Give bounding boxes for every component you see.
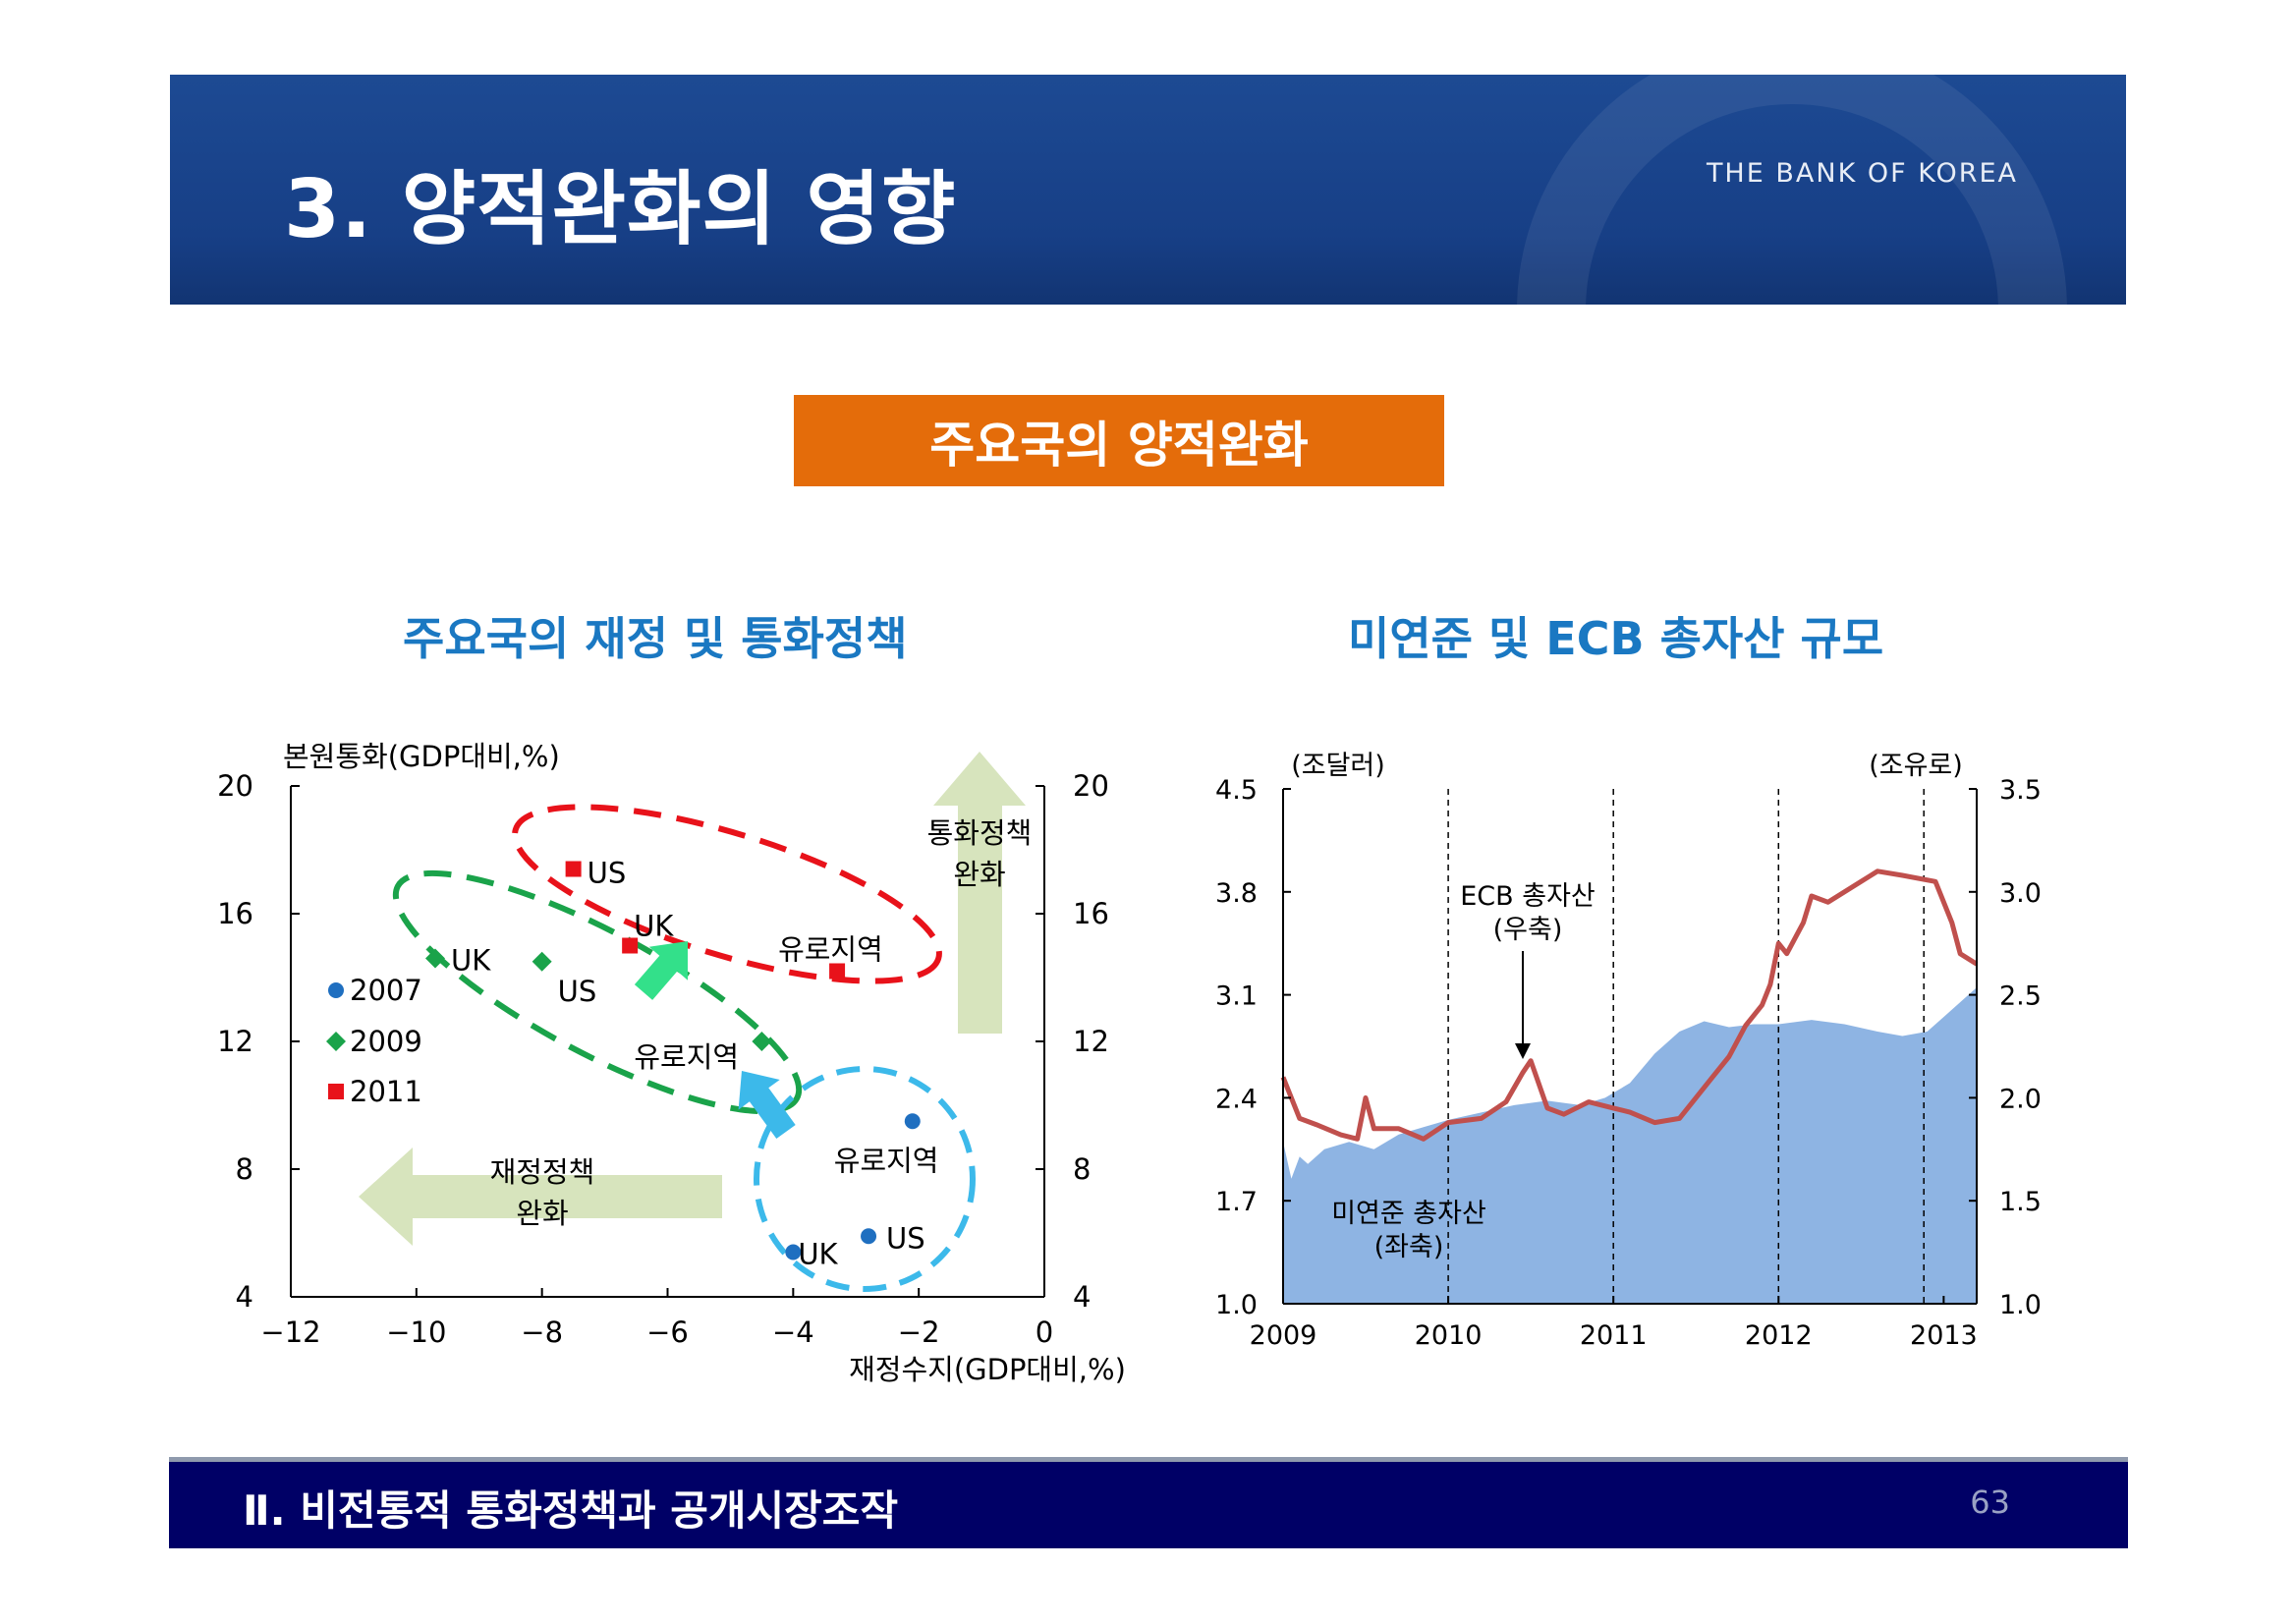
y-right-tick-label: 3.0 [1999, 878, 2042, 909]
fiscal-easing-arrow [359, 1148, 722, 1246]
y-left-tick-label: 1.7 [1215, 1187, 1258, 1217]
ecb-annotation-line2: (우축) [1493, 915, 1563, 945]
legend-marker-2007 [328, 982, 344, 998]
legend-label: 2007 [350, 974, 422, 1007]
y-right-tick-label: 2.0 [1999, 1084, 2042, 1114]
group-2009-ellipse [392, 869, 803, 1115]
ecb-total-assets-line [1280, 868, 1979, 1142]
y-left-unit-label: (조달러) [1291, 751, 1385, 781]
y-left-tick-label: 1.0 [1215, 1290, 1258, 1320]
point-2011 [829, 963, 846, 980]
left-chart: 4 4 8 8 12 12 16 16 20 20 −12 −10 −8 −6 −4 −2 0 본원통화(GDP대… [217, 740, 1126, 1386]
y-tick-label: 16 [217, 897, 253, 930]
ecb-annotation-arrow-head [1515, 1043, 1531, 1059]
monetary-easing-label-line2: 완화 [953, 858, 1005, 891]
y-right-tick-label: 3.5 [1999, 775, 2042, 806]
point-label: UK [798, 1238, 838, 1271]
y2-tick-label: 20 [1073, 769, 1109, 803]
y-left-tick-label: 2.4 [1215, 1084, 1258, 1114]
y-right-tick-label: 1.0 [1999, 1290, 2042, 1320]
point-label: US [886, 1221, 925, 1255]
y-left-tick-label: 4.5 [1215, 775, 1258, 806]
point-label: UK [634, 910, 674, 943]
y-left-tick-label: 3.1 [1215, 981, 1258, 1012]
legend-label: 2011 [350, 1075, 422, 1108]
x-tick-label: −2 [898, 1316, 940, 1349]
point-2009 [425, 948, 446, 969]
x-tick-label: 2012 [1745, 1320, 1813, 1351]
x-tick-label: 2010 [1415, 1320, 1483, 1351]
section-title: 주요국의 양적완화 [794, 395, 1444, 486]
y-right-unit-label: (조유로) [1869, 751, 1963, 781]
monetary-easing-label-line1: 통화정책 [927, 816, 1033, 850]
fiscal-easing-label-line1: 재정정책 [490, 1155, 595, 1189]
x-tick-label: 2011 [1580, 1320, 1648, 1351]
y-tick-label: 20 [217, 769, 253, 803]
fed-annotation-line1: 미연준 총자산 [1331, 1199, 1486, 1229]
point-label: 유로지역 [778, 933, 883, 967]
point-2007 [904, 1113, 921, 1130]
point-label: US [558, 975, 597, 1008]
footer-bar: Ⅱ. 비전통적 통화정책과 공개시장조작 63 [169, 1462, 2128, 1548]
point-label: UK [451, 944, 491, 978]
trend-arrow-2007-to-2009 [738, 1071, 796, 1139]
y-axis-label: 본원통화(GDP대비,%) [283, 740, 560, 773]
right-chart-title: 미연준 및 ECB 총자산 규모 [1348, 612, 1884, 665]
point-label: 유로지역 [634, 1040, 739, 1074]
x-tick-label: −8 [521, 1316, 563, 1349]
bank-logo-text: THE BANK OF KOREA [1706, 158, 2018, 189]
point-2009 [532, 951, 552, 972]
fiscal-easing-label-line2: 완화 [516, 1197, 568, 1230]
group-2011-ellipse [512, 804, 942, 984]
legend-marker-2009 [326, 1032, 346, 1051]
point-2011 [622, 937, 639, 954]
x-tick-label: −12 [260, 1316, 320, 1349]
y2-tick-label: 16 [1073, 897, 1109, 930]
page-title: 3. 양적완화의 영향 [284, 163, 957, 256]
point-2007 [861, 1228, 877, 1245]
left-chart-title: 주요국의 재정 및 통화정책 [403, 612, 908, 665]
y2-tick-label: 12 [1073, 1025, 1109, 1058]
point-label: US [588, 857, 627, 890]
point-label: 유로지역 [834, 1144, 939, 1177]
x-tick-label: −6 [646, 1316, 689, 1349]
point-2007 [785, 1244, 802, 1260]
y-tick-label: 4 [236, 1280, 253, 1314]
legend-marker-2011 [328, 1084, 344, 1099]
x-tick-label: −10 [386, 1316, 446, 1349]
y-right-tick-label: 2.5 [1999, 981, 2042, 1012]
y2-tick-label: 8 [1073, 1152, 1091, 1186]
page-number: 63 [1970, 1484, 2010, 1521]
group-2007-ellipse [754, 1066, 976, 1292]
header-banner: 3. 양적완화의 영향 THE BANK OF KOREA [170, 75, 2126, 305]
x-tick-label: 2009 [1250, 1320, 1317, 1351]
y-left-tick-label: 3.8 [1215, 878, 1258, 909]
y-tick-label: 8 [236, 1152, 253, 1186]
monetary-easing-arrow [933, 752, 1026, 1034]
y-right-tick-label: 1.5 [1999, 1187, 2042, 1217]
trend-arrow-2009-to-2011 [634, 941, 688, 1000]
y-tick-label: 12 [217, 1025, 253, 1058]
ecb-annotation-line1: ECB 총자산 [1460, 881, 1596, 912]
point-2009 [752, 1032, 772, 1051]
legend-label: 2009 [350, 1025, 422, 1058]
y2-tick-label: 4 [1073, 1280, 1091, 1314]
footer-section-text: Ⅱ. 비전통적 통화정책과 공개시장조작 [243, 1486, 899, 1535]
point-2011 [565, 861, 582, 877]
x-axis-label: 재정수지(GDP대비,%) [849, 1353, 1126, 1386]
right-chart: 1.0 1.7 2.4 3.1 3.8 4.5 1.0 1.5 2.0 2.5 3.0 3.5 2009… [1215, 751, 2042, 1351]
fed-total-assets-area [1283, 987, 1977, 1304]
x-tick-label: 0 [1036, 1316, 1053, 1349]
x-tick-label: 2013 [1910, 1320, 1978, 1351]
x-tick-label: −4 [772, 1316, 814, 1349]
fed-annotation-line2: (좌축) [1374, 1232, 1444, 1262]
